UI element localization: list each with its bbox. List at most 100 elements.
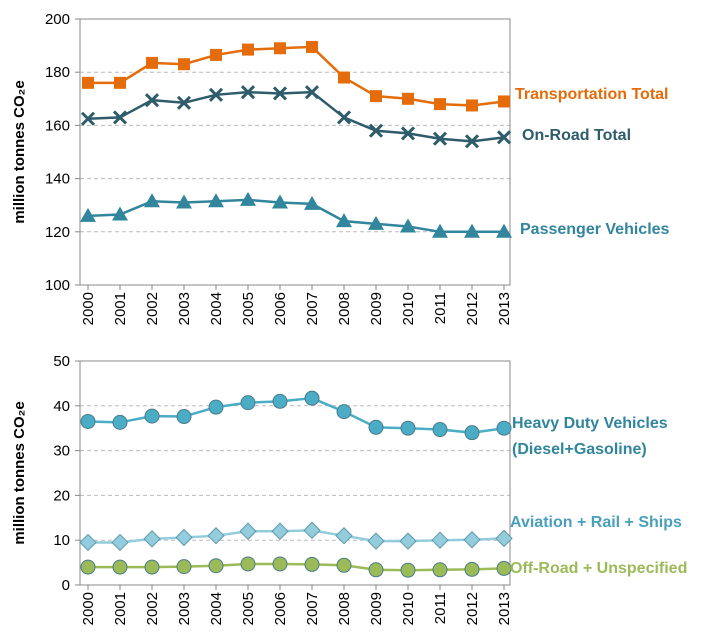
marker	[143, 530, 161, 548]
marker	[111, 533, 129, 552]
marker	[112, 559, 128, 575]
marker	[400, 420, 416, 436]
marker	[144, 93, 160, 108]
x-tick-label: 2003	[176, 292, 193, 325]
x-tick-label: 2013	[496, 292, 513, 325]
series-label: Heavy Duty Vehicles (Diesel+Gasoline)	[512, 415, 668, 458]
x-tick-label: 2010	[400, 592, 417, 625]
marker	[112, 110, 128, 125]
marker	[272, 86, 288, 101]
marker	[464, 561, 480, 577]
x-tick-label: 2006	[272, 292, 289, 325]
y-axis-label: million tonnes CO₂e	[11, 401, 28, 544]
marker	[368, 215, 384, 230]
marker	[239, 522, 257, 540]
x-tick-label: 2008	[336, 592, 353, 625]
marker	[242, 43, 254, 56]
y-tick-label: 180	[45, 64, 70, 81]
marker	[463, 531, 481, 549]
series-label: Off-Road + Unspecified	[510, 560, 688, 577]
x-tick-label: 2005	[240, 292, 257, 325]
series-line	[87, 198, 504, 234]
series-label: Passenger Vehicles	[520, 221, 670, 238]
x-tick-label: 2012	[464, 592, 481, 625]
marker	[434, 98, 446, 111]
y-tick-label: 160	[45, 117, 70, 134]
marker	[464, 223, 480, 238]
marker	[367, 532, 385, 550]
x-tick-label: 2003	[176, 592, 193, 625]
marker	[208, 558, 224, 574]
marker	[368, 419, 384, 435]
y-tick-label: 100	[45, 277, 70, 294]
marker	[402, 92, 414, 105]
x-tick-label: 2013	[496, 592, 513, 625]
marker	[112, 206, 128, 221]
marker	[240, 395, 256, 411]
plot-frame	[79, 18, 511, 286]
marker	[112, 414, 128, 430]
series-line	[87, 90, 505, 143]
marker	[400, 218, 416, 233]
x-tick-label: 2008	[336, 292, 353, 325]
marker	[176, 559, 192, 575]
y-tick-label: 10	[53, 532, 70, 549]
marker	[208, 87, 224, 102]
marker	[336, 404, 352, 420]
marker	[240, 191, 256, 206]
marker	[304, 556, 320, 572]
marker	[368, 562, 384, 578]
y-tick-label: 50	[53, 353, 70, 370]
y-tick-label: 120	[45, 224, 70, 241]
marker	[176, 95, 192, 110]
y-tick-label: 200	[45, 11, 70, 28]
marker	[496, 420, 512, 436]
marker	[432, 131, 448, 146]
marker	[432, 223, 448, 238]
x-tick-label: 2010	[400, 292, 417, 325]
marker	[144, 408, 160, 424]
marker	[178, 58, 190, 71]
marker	[304, 85, 320, 100]
marker	[175, 528, 193, 547]
marker	[79, 533, 97, 552]
marker	[146, 56, 158, 69]
marker	[272, 393, 288, 409]
x-tick-label: 2007	[304, 292, 321, 325]
series-label: On-Road Total	[522, 127, 632, 144]
marker	[432, 562, 448, 578]
y-tick-label: 40	[53, 398, 70, 415]
marker	[240, 85, 256, 100]
marker	[464, 134, 480, 149]
marker	[80, 413, 96, 429]
marker	[304, 390, 320, 406]
y-axis-label: million tonnes CO₂e	[11, 80, 28, 223]
x-tick-label: 2000	[80, 292, 97, 325]
marker	[176, 194, 192, 209]
marker	[306, 40, 318, 53]
marker	[272, 556, 288, 572]
marker	[400, 562, 416, 578]
y-tick-label: 0	[62, 577, 70, 594]
marker	[338, 71, 350, 84]
marker	[495, 529, 513, 548]
y-tick-label: 140	[45, 171, 70, 188]
marker	[176, 409, 192, 425]
marker	[144, 193, 160, 208]
x-tick-label: 2004	[208, 292, 225, 325]
marker	[114, 76, 126, 89]
x-tick-label: 2011	[432, 592, 449, 624]
x-tick-label: 2004	[208, 592, 225, 625]
marker	[399, 532, 417, 550]
marker	[207, 527, 225, 545]
y-tick-label: 30	[53, 443, 70, 460]
marker	[370, 90, 382, 103]
series-label: Aviation + Rail + Ships	[510, 514, 682, 531]
marker	[274, 42, 286, 55]
marker	[336, 213, 352, 228]
marker	[304, 195, 320, 210]
marker	[272, 194, 288, 209]
x-tick-label: 2002	[144, 292, 161, 325]
marker	[498, 95, 510, 108]
